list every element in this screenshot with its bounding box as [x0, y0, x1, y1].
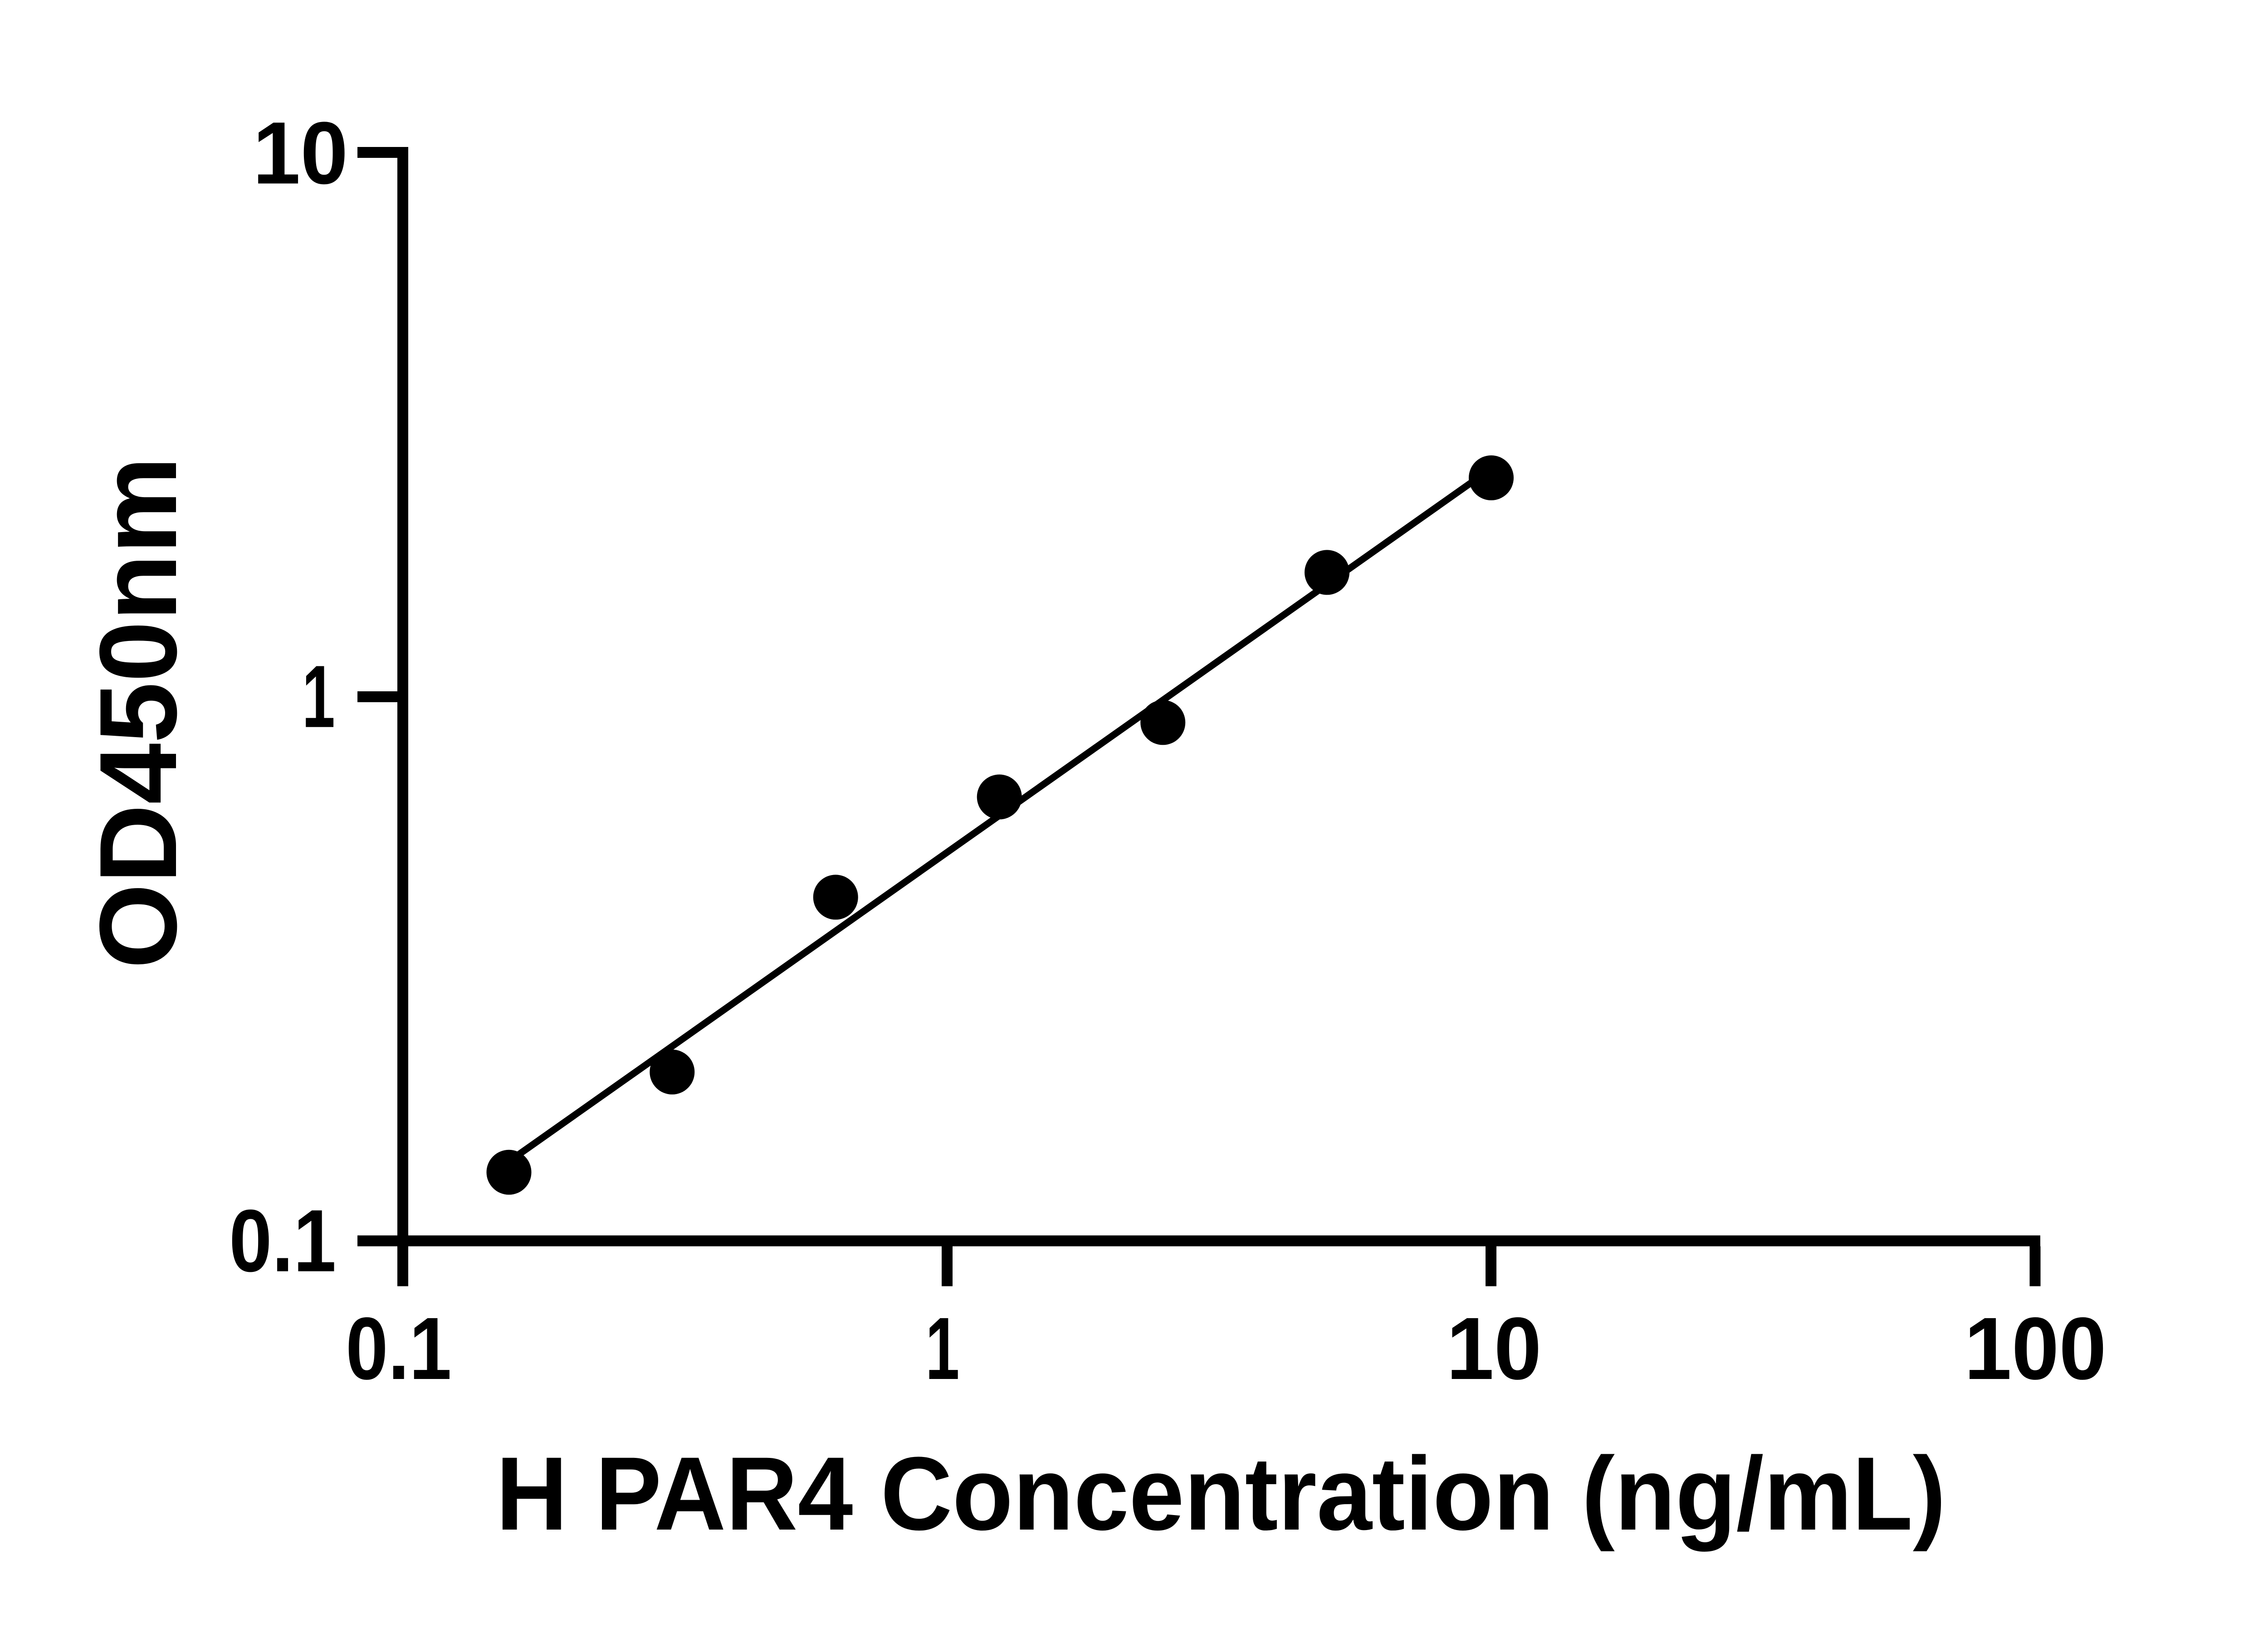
svg-text:0.1: 0.1 [346, 1299, 451, 1398]
svg-text:10: 10 [253, 104, 348, 203]
svg-text:100: 100 [1964, 1299, 2107, 1398]
svg-text:10: 10 [1447, 1299, 1542, 1398]
svg-text:0.1: 0.1 [229, 1192, 336, 1291]
svg-text:OD450nm: OD450nm [77, 456, 200, 969]
svg-text:1: 1 [302, 647, 335, 746]
svg-text:1: 1 [925, 1299, 959, 1398]
svg-text:H PAR4 Concentration (ng/mL): H PAR4 Concentration (ng/mL) [496, 1435, 1946, 1552]
